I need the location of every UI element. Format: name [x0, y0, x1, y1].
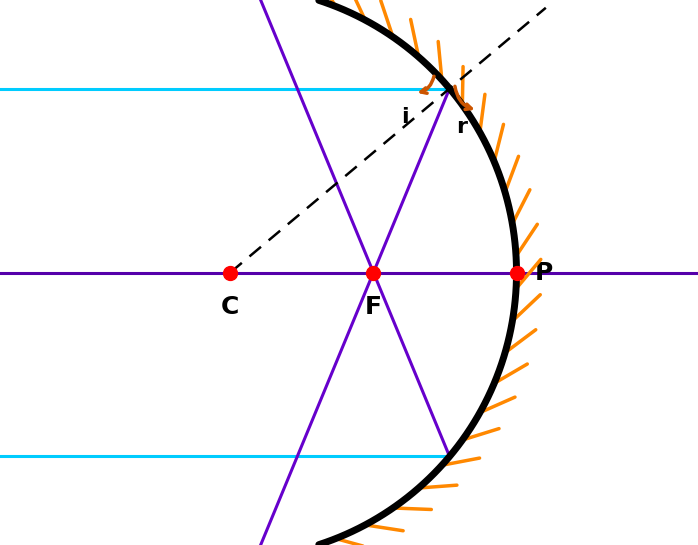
Text: i: i	[401, 106, 408, 126]
Text: P: P	[535, 261, 553, 284]
Text: F: F	[365, 294, 382, 318]
Text: C: C	[221, 294, 239, 318]
Text: r: r	[456, 117, 467, 137]
